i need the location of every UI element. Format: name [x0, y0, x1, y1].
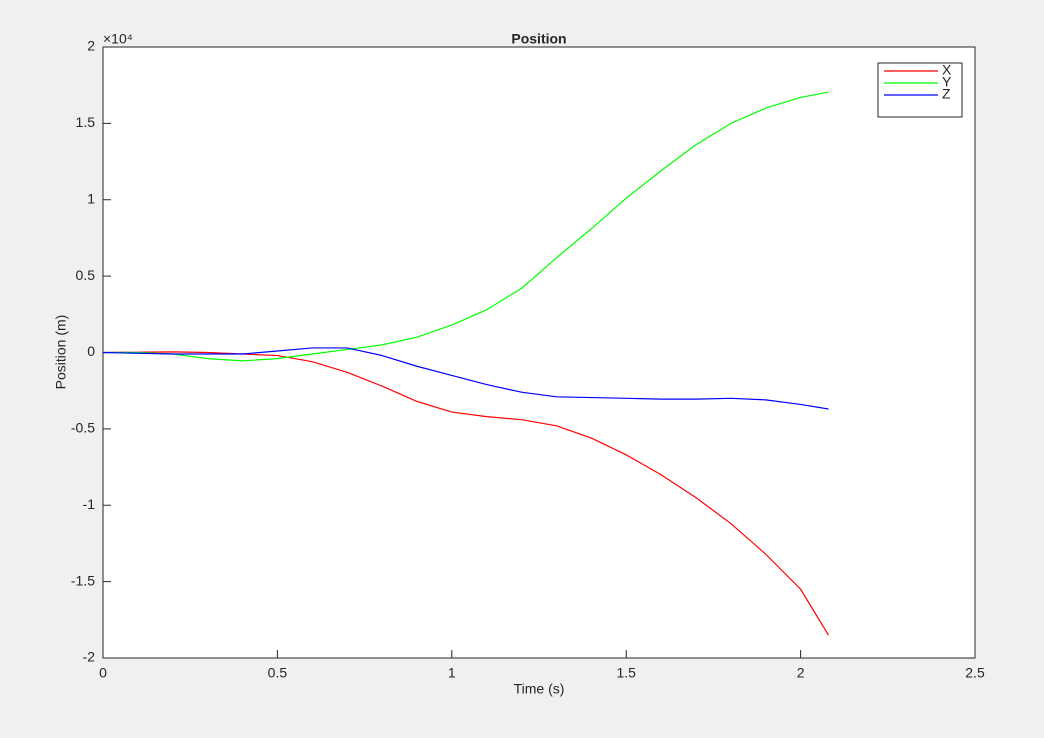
x-tick-label: 1 [448, 665, 456, 681]
y-exponent: ×10⁴ [103, 31, 133, 47]
y-tick-label: -1 [83, 496, 96, 512]
legend-label: Y [942, 74, 952, 90]
y-tick-label: -1.5 [71, 572, 95, 588]
x-tick-label: 0 [99, 665, 107, 681]
line-series [103, 91, 829, 362]
y-tick-label: 1 [87, 190, 95, 206]
plot-area [102, 46, 976, 659]
y-tick-label: 2 [87, 38, 95, 54]
x-tick-label: 2 [797, 665, 805, 681]
y-tick-label: -2 [83, 649, 96, 665]
x-tick-label: 1.5 [616, 665, 636, 681]
x-tick-label: 0.5 [268, 665, 288, 681]
y-tick-label: -0.5 [71, 420, 95, 436]
y-tick-label: 1.5 [76, 114, 96, 130]
y-tick-label: 0 [87, 343, 95, 359]
chart-title: Position [511, 31, 566, 47]
line-series [102, 347, 829, 410]
x-tick-label: 2.5 [965, 665, 985, 681]
x-axis-label: Time (s) [514, 681, 565, 697]
y-tick-label: 0.5 [76, 267, 96, 283]
line-series [102, 351, 830, 636]
legend-label: Z [942, 86, 951, 102]
legend-label: X [942, 62, 952, 78]
y-axis-label: Position (m) [53, 315, 69, 390]
legend-box [877, 62, 963, 118]
